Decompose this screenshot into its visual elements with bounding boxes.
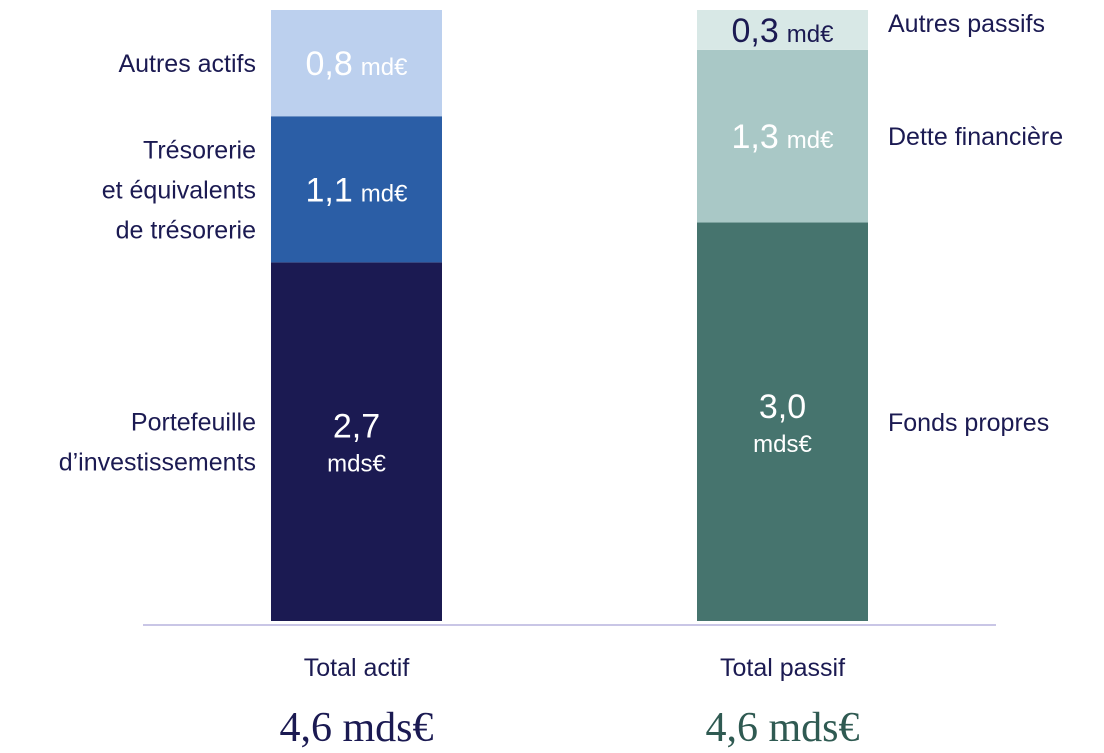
bar-segment-tresorerie-et-equivalents-de-tresorerie [271, 116, 442, 263]
value-label-dette-financiere: 1,3 md€ [732, 118, 835, 156]
totals-layer: Total actif 4,6 mds€ Total passif 4,6 mds€ [279, 654, 859, 751]
category-label-total-actif: Total actif [304, 654, 410, 682]
value-label-fonds-propres: 3,0 [759, 388, 806, 426]
total-value-total-passif: 4,6 mds€ [705, 705, 859, 751]
total-value-total-actif: 4,6 mds€ [279, 705, 433, 751]
unit-label-fonds-propres: mds€ [753, 431, 812, 458]
segment-label-dette-financiere: Dette financière [888, 123, 1063, 151]
value-label-autres-passifs: 0,3 md€ [732, 12, 835, 50]
segment-label-tresorerie-et-equivalents-de-tresorerie: Trésorerie et équivalents de trésorerie [102, 136, 256, 244]
bar-segment-portefeuille-d-investissements [271, 262, 442, 621]
segment-label-portefeuille-d-investissements: Portefeuille d’investissements [59, 409, 256, 477]
value-label-autres-actifs: 0,8 md€ [306, 45, 409, 83]
value-label-portefeuille-d-investissements: 2,7 [333, 408, 380, 446]
bar-segment-autres-actifs [271, 10, 442, 117]
segment-label-autres-passifs: Autres passifs [888, 10, 1045, 38]
category-label-total-passif: Total passif [720, 654, 845, 682]
bar-segment-fonds-propres [697, 222, 868, 622]
bar-segment-dette-financiere [697, 49, 868, 223]
bar-segment-autres-passifs [697, 10, 868, 50]
value-label-tresorerie-et-equivalents-de-tresorerie: 1,1 md€ [306, 171, 409, 209]
unit-label-portefeuille-d-investissements: mds€ [327, 451, 386, 478]
segment-label-fonds-propres: Fonds propres [888, 409, 1049, 437]
labels-layer: 2,7 mds€ Portefeuille d’investissements 1,1 m… [59, 10, 1063, 478]
segment-label-autres-actifs: Autres actifs [118, 50, 256, 78]
bars-layer [271, 10, 868, 622]
